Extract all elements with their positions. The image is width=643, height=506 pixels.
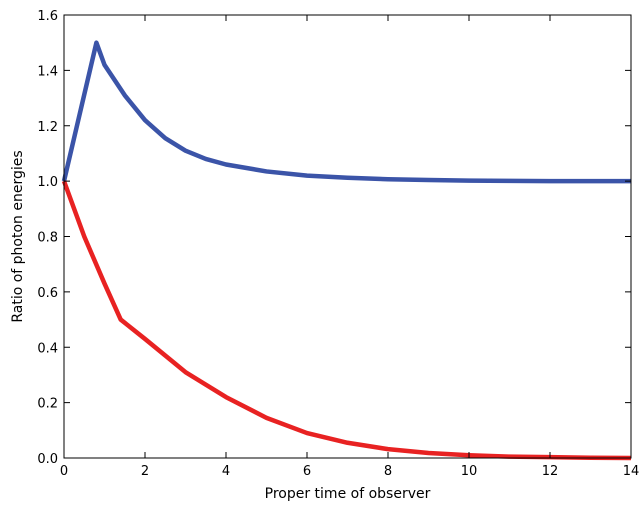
x-tick-label: 8 — [384, 464, 392, 479]
x-tick-label: 4 — [222, 464, 230, 479]
series-line-2 — [61, 180, 632, 461]
y-tick-label: 0.4 — [37, 341, 58, 356]
x-tick-label: 0 — [60, 464, 68, 479]
y-tick-label: 0.2 — [37, 397, 58, 412]
series-layer — [61, 40, 632, 461]
tick-layer: 0 2 4 6 8 10 12 14 0.0 0.2 0.4 0.6 0.8 1.0 1.2 1.4 1.6 — [37, 9, 639, 479]
x-tick-label: 14 — [623, 464, 640, 479]
x-tick-label: 12 — [542, 464, 559, 479]
x-axis-label: Proper time of observer — [265, 486, 431, 502]
y-tick-label: 1.6 — [37, 9, 58, 24]
y-axis-label: Ratio of photon energies — [10, 150, 26, 322]
x-tick-label: 10 — [461, 464, 478, 479]
y-tick-label: 1.4 — [37, 64, 58, 79]
series-line-1 — [61, 40, 631, 184]
y-tick-label: 1.2 — [37, 120, 58, 135]
y-tick-label: 0.6 — [37, 286, 58, 301]
x-tick-label: 2 — [141, 464, 149, 479]
y-tick-label: 0.0 — [37, 452, 58, 467]
plot-frame — [63, 14, 632, 459]
y-tick-label: 1.0 — [37, 175, 58, 190]
x-tick-label: 6 — [303, 464, 311, 479]
y-tick-label: 0.8 — [37, 231, 58, 246]
